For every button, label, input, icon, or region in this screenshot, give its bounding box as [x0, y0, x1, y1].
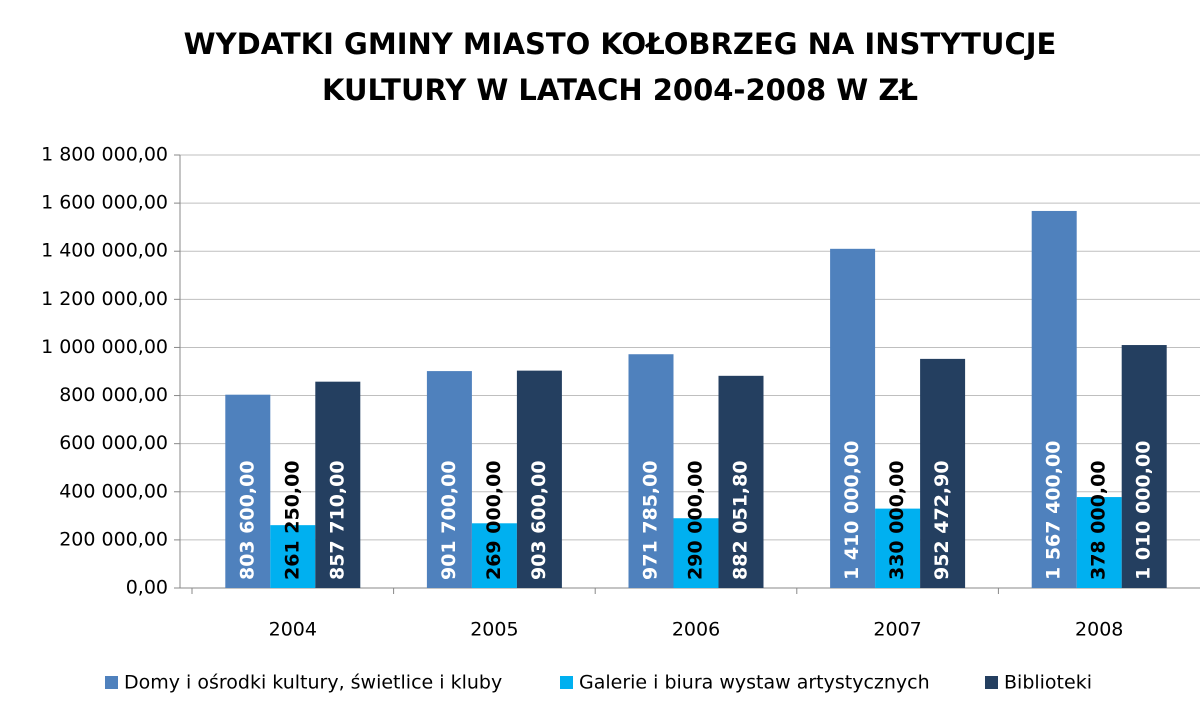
- value-label: 903 600,00: [528, 460, 550, 580]
- legend-swatch: [985, 676, 998, 689]
- value-label: 803 600,00: [236, 460, 258, 580]
- y-tick-label: 400 000,00: [59, 480, 168, 502]
- legend-label: Domy i ośrodki kultury, świetlice i klub…: [124, 672, 502, 694]
- value-label: 1 410 000,00: [841, 441, 863, 580]
- legend-swatch: [560, 676, 573, 689]
- bar: [1076, 497, 1122, 588]
- value-label: 261 250,00: [281, 460, 303, 580]
- value-label: 269 000,00: [483, 460, 505, 580]
- y-tick-label: 1 000 000,00: [41, 336, 168, 358]
- y-tick-label: 200 000,00: [59, 528, 168, 550]
- x-tick-label: 2005: [470, 619, 518, 641]
- value-label: 378 000,00: [1088, 460, 1110, 580]
- value-label: 1 010 000,00: [1133, 441, 1155, 580]
- bar: [225, 394, 271, 588]
- bar: [830, 248, 876, 589]
- value-label: 971 785,00: [640, 460, 662, 580]
- y-tick-label: 800 000,00: [59, 384, 168, 406]
- bar: [718, 375, 764, 588]
- bar: [875, 508, 921, 588]
- y-tick-label: 0,00: [126, 577, 168, 599]
- value-label: 901 700,00: [438, 460, 460, 580]
- y-tick-label: 1 200 000,00: [41, 288, 168, 310]
- value-label: 952 472,90: [931, 460, 953, 580]
- y-tick-label: 1 600 000,00: [41, 192, 168, 214]
- x-tick-label: 2007: [873, 619, 921, 641]
- bar: [315, 381, 361, 588]
- value-label: 1 567 400,00: [1043, 441, 1065, 580]
- value-label: 882 051,80: [730, 460, 752, 580]
- bar: [920, 358, 966, 588]
- x-tick-label: 2004: [269, 619, 317, 641]
- y-tick-label: 1 800 000,00: [41, 144, 168, 166]
- legend-label: Galerie i biura wystaw artystycznych: [579, 672, 930, 694]
- value-label: 290 000,00: [685, 460, 707, 580]
- x-tick-label: 2008: [1075, 619, 1123, 641]
- legend-swatch: [105, 676, 118, 689]
- bar: [1031, 210, 1077, 588]
- chart-title: KULTURY W LATACH 2004-2008 W ZŁ: [322, 73, 918, 107]
- bar: [516, 370, 562, 588]
- chart-title: WYDATKI GMINY MIASTO KOŁOBRZEG NA INSTYT…: [184, 27, 1057, 61]
- y-tick-label: 1 400 000,00: [41, 240, 168, 262]
- value-label: 330 000,00: [886, 460, 908, 580]
- bar: [270, 525, 316, 588]
- legend-label: Biblioteki: [1004, 672, 1092, 694]
- x-tick-label: 2006: [672, 619, 720, 641]
- bar: [1121, 345, 1167, 588]
- value-label: 857 710,00: [326, 460, 348, 580]
- bar: [673, 518, 719, 588]
- bar: [426, 371, 472, 588]
- bar: [628, 354, 674, 588]
- bar: [471, 523, 517, 588]
- y-tick-label: 600 000,00: [59, 432, 168, 454]
